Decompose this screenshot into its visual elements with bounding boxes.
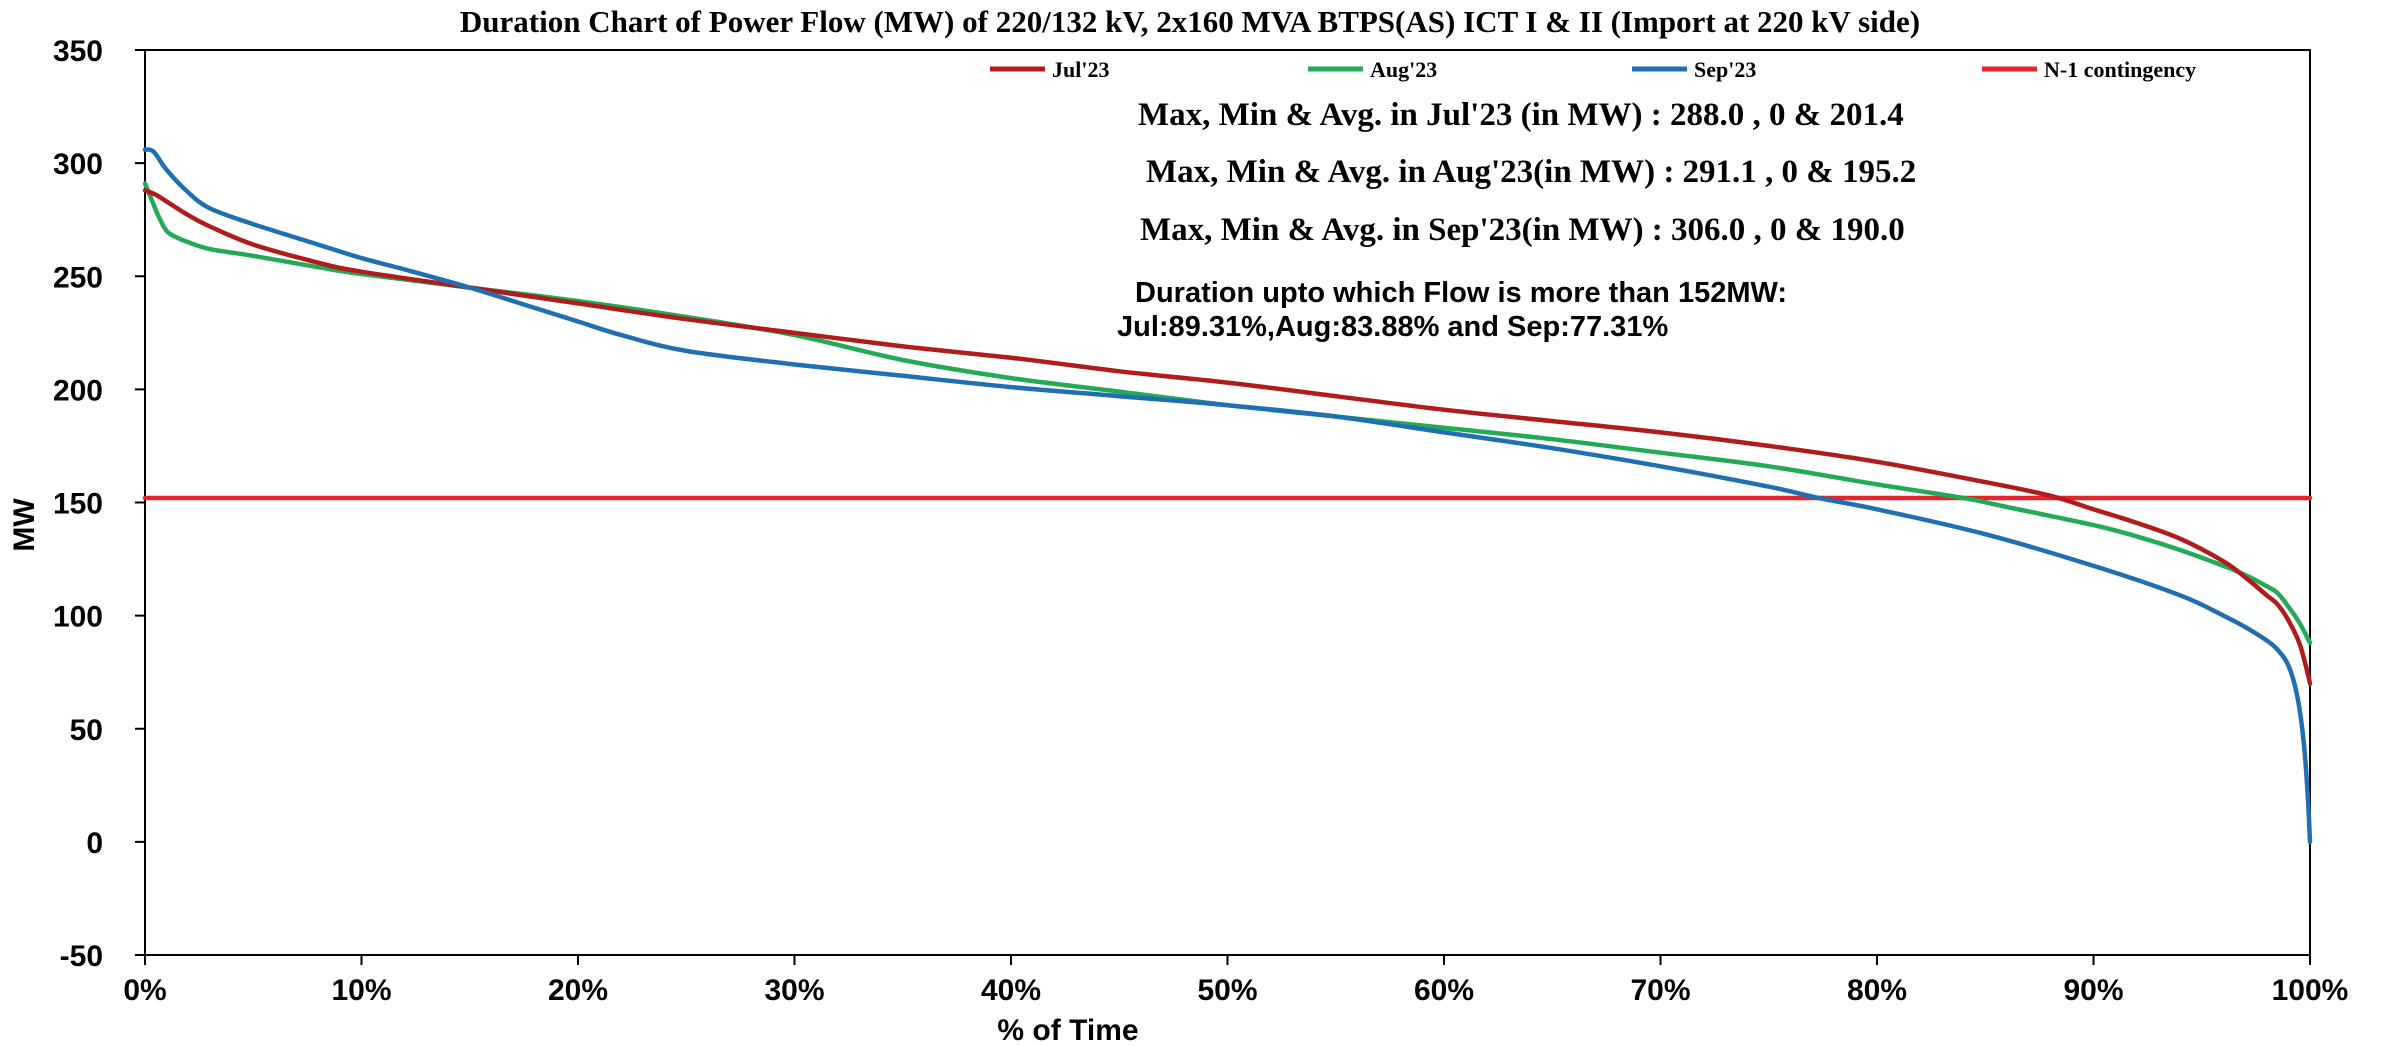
x-tick-label: 50% bbox=[1197, 974, 1257, 1007]
y-tick-label: 0 bbox=[86, 827, 103, 860]
x-tick-label: 80% bbox=[1847, 974, 1907, 1007]
y-tick-label: 50 bbox=[70, 714, 103, 747]
chart-title: Duration Chart of Power Flow (MW) of 220… bbox=[460, 4, 1920, 39]
chart-annotations: Max, Min & Avg. in Jul'23 (in MW) : 288.… bbox=[1117, 97, 1916, 343]
legend-label-aug-23: Aug'23 bbox=[1370, 57, 1437, 82]
x-tick-label: 100% bbox=[2272, 974, 2349, 1007]
legend-label-sep-23: Sep'23 bbox=[1694, 57, 1756, 82]
legend-label-jul-23: Jul'23 bbox=[1052, 57, 1109, 82]
series-line-jul-23 bbox=[142, 188, 2313, 686]
annotation-duration-heading: Duration upto which Flow is more than 15… bbox=[1135, 277, 1787, 309]
x-tick-label: 40% bbox=[981, 974, 1041, 1007]
annotation-jul-stats: Max, Min & Avg. in Jul'23 (in MW) : 288.… bbox=[1138, 97, 1904, 133]
x-tick-label: 20% bbox=[548, 974, 608, 1007]
x-tick-label: 60% bbox=[1414, 974, 1474, 1007]
x-tick-label: 30% bbox=[764, 974, 824, 1007]
annotation-aug-stats: Max, Min & Avg. in Aug'23(in MW) : 291.1… bbox=[1146, 154, 1916, 190]
x-axis-ticks: 0% 10% 20% 30% 40% 50% 60% 70% 80% 90% 100% bbox=[123, 955, 2348, 1007]
annotation-duration-values: Jul:89.31%,Aug:83.88% and Sep:77.31% bbox=[1117, 311, 1668, 343]
x-axis-title: % of Time bbox=[997, 1014, 1138, 1046]
y-tick-label: 250 bbox=[53, 261, 103, 294]
y-tick-label: -50 bbox=[60, 940, 103, 973]
y-axis-ticks: -50 0 50 100 150 200 250 300 350 bbox=[53, 35, 145, 973]
legend-label-n-1-contingency: N-1 contingency bbox=[2044, 57, 2196, 82]
y-tick-label: 350 bbox=[53, 35, 103, 68]
y-tick-label: 150 bbox=[53, 488, 103, 521]
series-line-sep-23 bbox=[142, 147, 2313, 845]
x-tick-label: 0% bbox=[123, 974, 166, 1007]
annotation-sep-stats: Max, Min & Avg. in Sep'23(in MW) : 306.0… bbox=[1140, 212, 1905, 248]
series-layer bbox=[142, 147, 2313, 845]
y-axis-title: MW bbox=[8, 498, 41, 552]
x-tick-label: 10% bbox=[331, 974, 391, 1007]
chart-legend: Jul'23 Aug'23 Sep'23 N-1 contingency bbox=[990, 57, 2196, 82]
x-tick-label: 90% bbox=[2063, 974, 2123, 1007]
x-tick-label: 70% bbox=[1630, 974, 1690, 1007]
y-tick-label: 300 bbox=[53, 148, 103, 181]
y-tick-label: 100 bbox=[53, 601, 103, 634]
y-tick-label: 200 bbox=[53, 374, 103, 407]
